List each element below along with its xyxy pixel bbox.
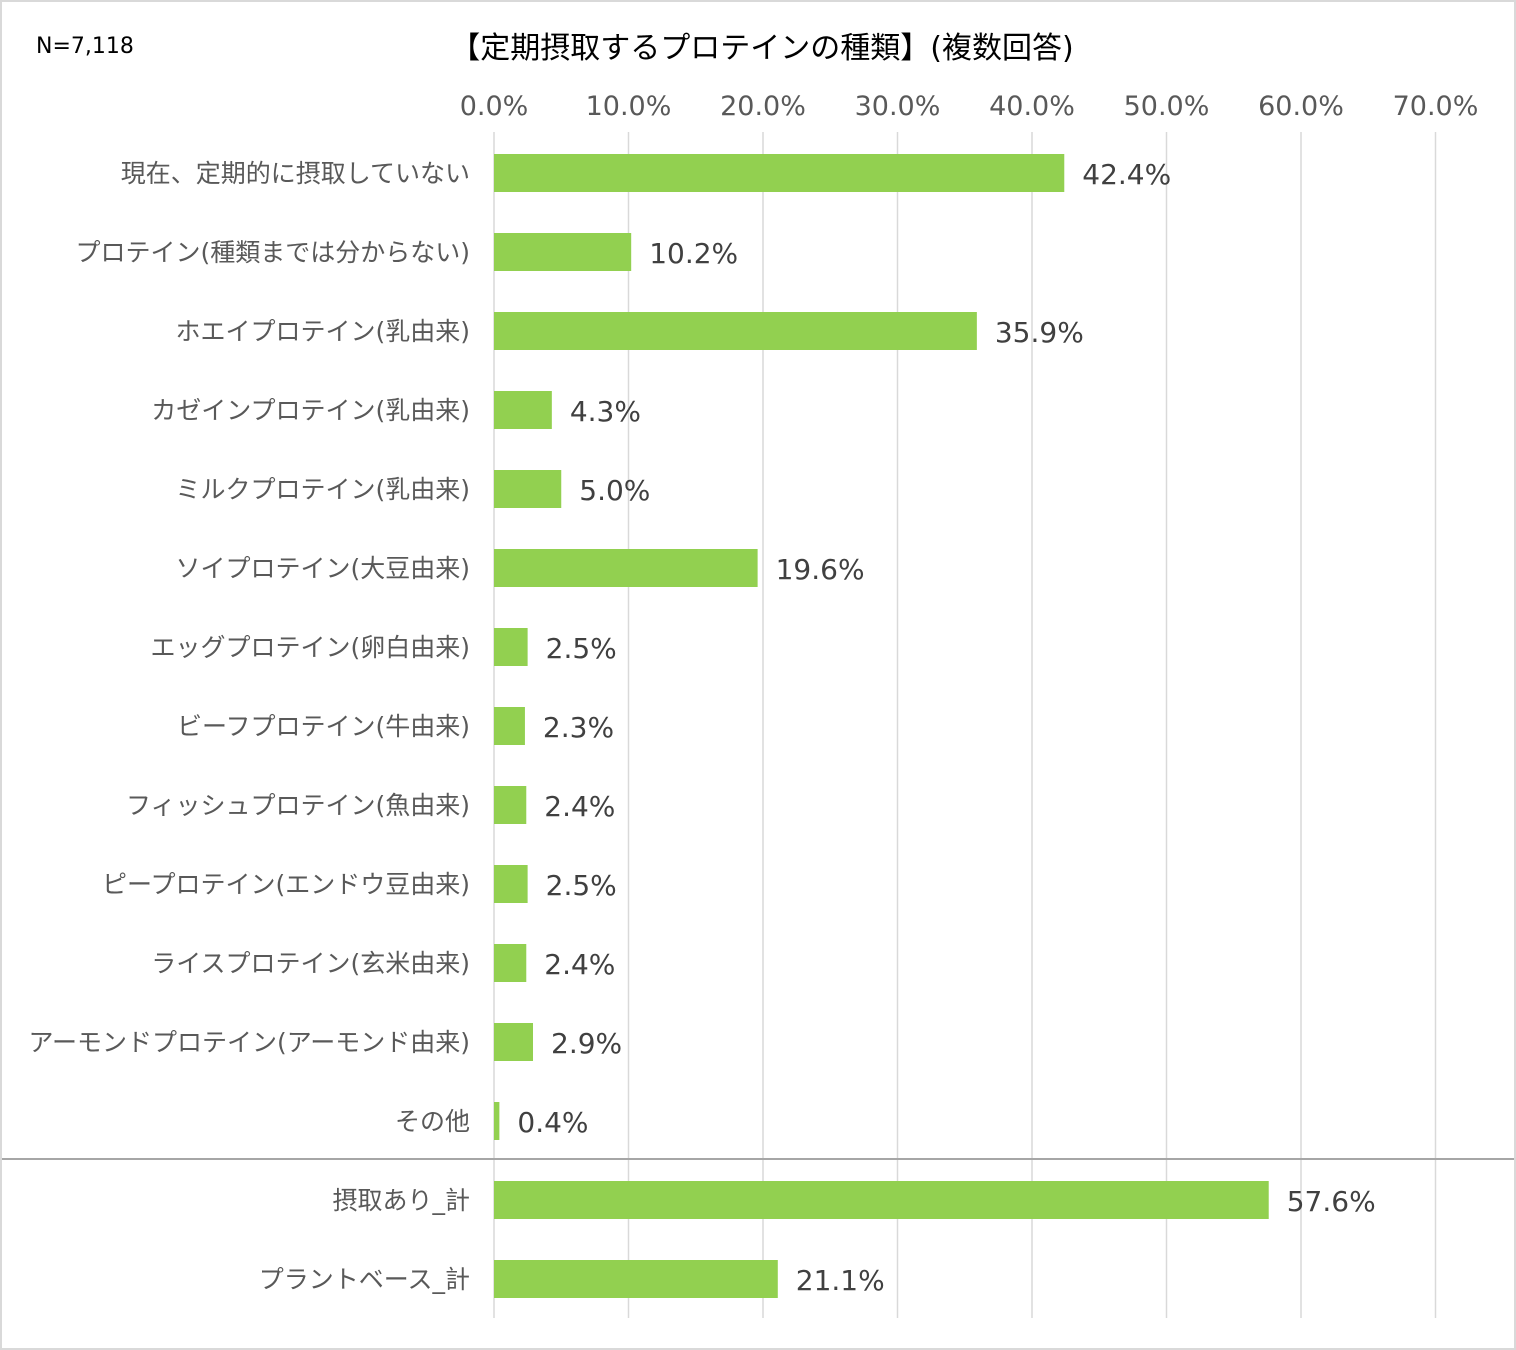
bar: [494, 391, 552, 429]
data-label: 2.5%: [546, 869, 617, 902]
category-label: ピープロテイン(エンドウ豆由来): [102, 870, 470, 899]
category-label: プロテイン(種類までは分からない): [75, 238, 470, 267]
data-label: 0.4%: [517, 1106, 588, 1139]
x-tick-label: 20.0%: [720, 91, 806, 122]
bar: [494, 154, 1065, 192]
bar: [494, 1181, 1269, 1219]
bar: [494, 944, 527, 982]
data-label: 57.6%: [1287, 1185, 1376, 1218]
category-label: エッグプロテイン(卵白由来): [150, 633, 470, 662]
data-label: 2.4%: [544, 790, 615, 823]
category-label: 摂取あり_計: [332, 1186, 470, 1215]
category-label: 現在、定期的に摂取していない: [121, 159, 470, 188]
data-label: 2.9%: [551, 1027, 622, 1060]
x-tick-label: 30.0%: [855, 91, 941, 122]
sample-size-label: N=7,118: [36, 34, 134, 59]
bar: [494, 707, 525, 745]
data-label: 5.0%: [579, 474, 650, 507]
category-label: ビーフプロテイン(牛由来): [177, 712, 470, 741]
category-label: フィッシュプロテイン(魚由来): [126, 791, 470, 820]
bar: [494, 1102, 500, 1140]
bar: [494, 628, 528, 666]
category-label: アーモンドプロテイン(アーモンド由来): [28, 1028, 470, 1057]
category-label: ライスプロテイン(玄米由来): [151, 949, 470, 978]
category-label: その他: [395, 1107, 470, 1136]
x-tick-label: 60.0%: [1258, 91, 1344, 122]
data-label: 19.6%: [776, 553, 865, 586]
x-tick-label: 0.0%: [460, 91, 529, 122]
category-label: カゼインプロテイン(乳由来): [151, 396, 470, 425]
data-label: 2.4%: [544, 948, 615, 981]
x-tick-label: 50.0%: [1124, 91, 1210, 122]
data-label: 4.3%: [570, 395, 641, 428]
data-label: 2.5%: [546, 632, 617, 665]
x-tick-label: 10.0%: [586, 91, 672, 122]
bar: [494, 1260, 778, 1298]
category-label: ミルクプロテイン(乳由来): [175, 475, 470, 504]
bar: [494, 470, 562, 508]
chart-title: 【定期摂取するプロテインの種類】(複数回答): [450, 31, 1073, 66]
bar: [494, 312, 977, 350]
bar: [494, 233, 632, 271]
bar: [494, 865, 528, 903]
x-tick-label: 40.0%: [989, 91, 1075, 122]
data-label: 21.1%: [796, 1264, 885, 1297]
bar: [494, 1023, 534, 1061]
bar: [494, 786, 527, 824]
data-label: 42.4%: [1082, 158, 1171, 191]
category-label: プラントベース_計: [259, 1265, 470, 1294]
category-label: ソイプロテイン(大豆由来): [175, 554, 470, 583]
data-label: 2.3%: [543, 711, 614, 744]
data-label: 10.2%: [649, 237, 738, 270]
bar: [494, 549, 758, 587]
category-label: ホエイプロテイン(乳由来): [175, 317, 470, 346]
data-label: 35.9%: [995, 316, 1084, 349]
x-tick-label: 70.0%: [1393, 91, 1479, 122]
